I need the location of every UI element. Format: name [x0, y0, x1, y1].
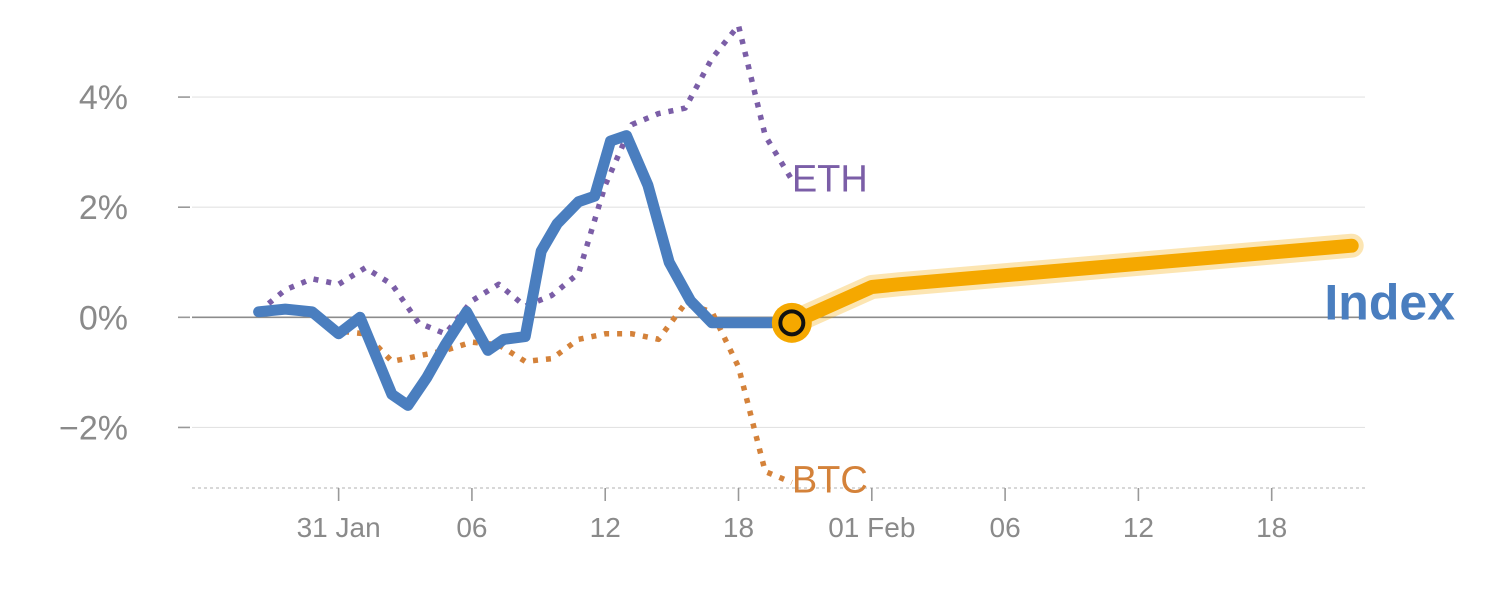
btc-series-label: BTC — [792, 459, 868, 501]
x-tick-label: 06 — [456, 512, 487, 543]
index-series-label: Index — [1324, 274, 1455, 330]
x-tick-label: 18 — [723, 512, 754, 543]
current-marker-dot — [778, 309, 806, 337]
x-tick-label: 01 Feb — [828, 512, 915, 543]
axes: 4% 2% 0% −2% 31 Jan 06 12 18 01 Feb 06 12 18 — [59, 79, 1365, 543]
y-tick-label: 4% — [79, 79, 128, 117]
index-line — [253, 130, 776, 411]
x-tick-label: 18 — [1256, 512, 1287, 543]
eth-series-label: ETH — [792, 159, 868, 201]
y-tick-label: 0% — [79, 299, 128, 337]
x-tick-label: 12 — [1123, 512, 1154, 543]
current-marker-ring — [771, 302, 812, 343]
index-forecast-line — [784, 238, 1359, 330]
eth-line — [256, 22, 795, 337]
x-tick-label: 31 Jan — [297, 512, 381, 543]
y-tick-label: 2% — [79, 189, 128, 227]
series-labels: ETH BTC Index — [792, 159, 1455, 502]
series-lines — [253, 22, 1364, 486]
x-tick-label: 06 — [990, 512, 1021, 543]
x-tick-label: 12 — [590, 512, 621, 543]
y-tick-label: −2% — [59, 409, 128, 447]
